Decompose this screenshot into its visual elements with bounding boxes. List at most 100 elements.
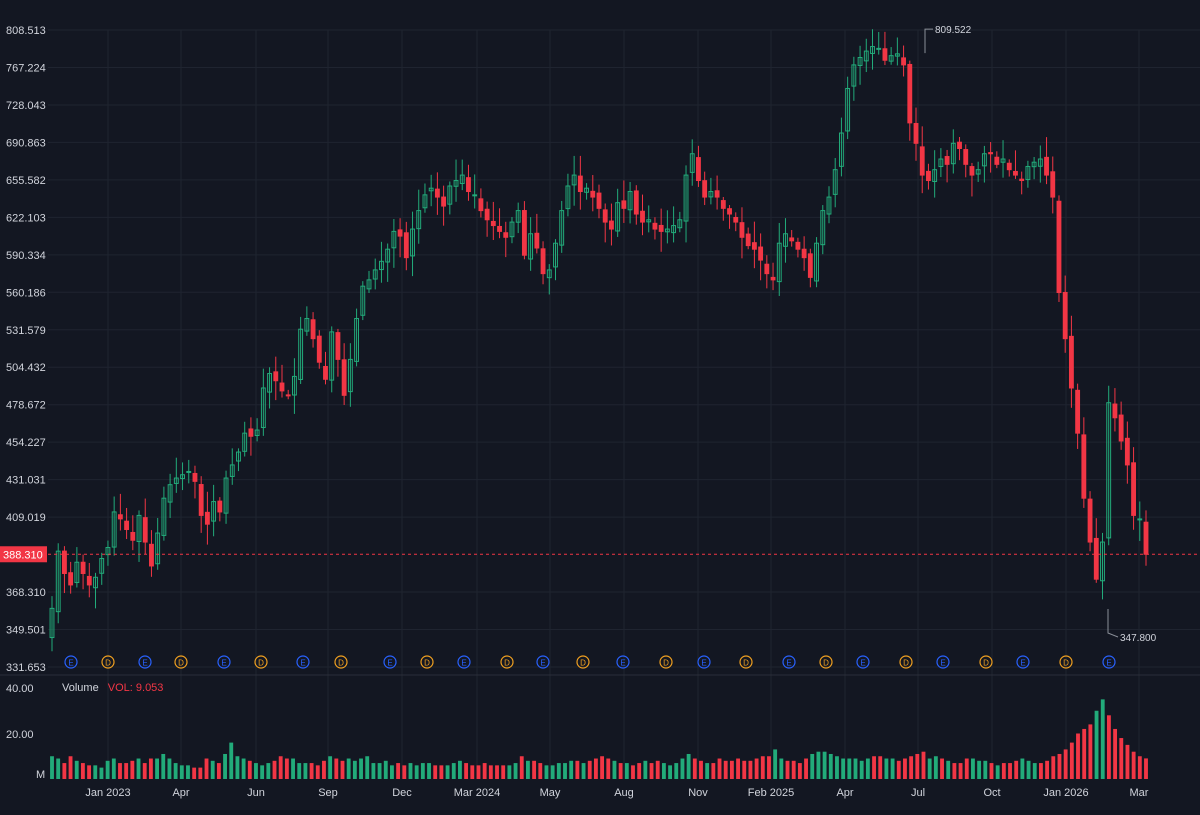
- candle-body-90: [609, 220, 614, 230]
- candle-142: [932, 150, 938, 198]
- event-marker-17[interactable]: D: [739, 655, 753, 669]
- candle-body-71: [490, 220, 496, 227]
- volume-bar-170: [1100, 699, 1105, 779]
- event-marker-20[interactable]: E: [856, 655, 870, 669]
- volume-bar-45: [328, 756, 333, 779]
- candle-86: [584, 183, 589, 200]
- candle-64: [447, 181, 453, 215]
- volume-bar-143: [933, 756, 938, 779]
- candle-55: [391, 219, 397, 268]
- event-marker-11[interactable]: D: [500, 655, 514, 669]
- candle-81: [553, 239, 558, 281]
- candle-145: [950, 129, 956, 174]
- event-marker-24[interactable]: E: [1016, 655, 1030, 669]
- event-circle-18: [782, 655, 796, 669]
- volume-bar-76: [519, 756, 524, 779]
- volume-bar-167: [1082, 728, 1087, 779]
- event-marker-2[interactable]: E: [138, 655, 152, 669]
- candle-8: [99, 552, 105, 585]
- candle-body-17: [155, 532, 161, 565]
- event-circle-22: [936, 655, 950, 669]
- candle-body-22: [186, 470, 192, 473]
- candle-60: [422, 183, 428, 213]
- event-marker-7[interactable]: D: [334, 655, 348, 669]
- candle-140: [919, 126, 925, 194]
- event-letter-5: D: [258, 659, 264, 668]
- volume-tick-0: 40.00: [6, 683, 34, 695]
- candle-20: [173, 457, 179, 493]
- event-marker-1[interactable]: D: [101, 655, 115, 669]
- candle-77: [528, 217, 534, 271]
- candle-body-89: [602, 209, 608, 223]
- volume-bar-121: [797, 763, 802, 779]
- candle-body-58: [410, 228, 415, 257]
- candle-body-16: [149, 543, 154, 567]
- candle-161: [1050, 156, 1056, 214]
- event-marker-14[interactable]: E: [616, 655, 630, 669]
- event-marker-0[interactable]: E: [64, 655, 78, 669]
- event-marker-9[interactable]: D: [420, 655, 434, 669]
- last-price-label: 388.310: [3, 549, 43, 561]
- candle-121: [801, 236, 807, 271]
- candle-body-20: [173, 477, 179, 484]
- candle-27: [217, 497, 223, 522]
- candle-132: [870, 29, 875, 70]
- event-marker-25[interactable]: D: [1059, 655, 1073, 669]
- event-marker-12[interactable]: E: [536, 655, 550, 669]
- volume-bars: 40.00 20.00 M: [0, 674, 1200, 781]
- event-marker-13[interactable]: D: [576, 655, 590, 669]
- volume-bar-9: [105, 760, 110, 779]
- candle-31: [242, 421, 248, 457]
- candle-143: [938, 148, 944, 178]
- candle-body-74: [509, 221, 515, 238]
- volume-bar-32: [247, 760, 252, 779]
- event-marker-10[interactable]: E: [457, 655, 471, 669]
- volume-bar-107: [711, 763, 716, 779]
- candle-body-135: [888, 55, 894, 62]
- event-marker-21[interactable]: D: [899, 655, 913, 669]
- event-marker-8[interactable]: E: [383, 655, 397, 669]
- event-circle-11: [500, 655, 514, 669]
- event-marker-22[interactable]: E: [936, 655, 950, 669]
- candle-body-102: [683, 174, 689, 222]
- event-marker-18[interactable]: E: [782, 655, 796, 669]
- volume-bar-58: [408, 763, 413, 779]
- candle-body-37: [279, 382, 285, 392]
- volume-bar-155: [1008, 763, 1012, 779]
- event-letter-23: D: [983, 659, 989, 668]
- time-tick-7: Aug: [614, 787, 634, 799]
- volume-bar-65: [451, 763, 456, 779]
- candle-body-41: [304, 318, 310, 332]
- candle-body-67: [466, 177, 471, 193]
- candle-body-63: [441, 196, 447, 207]
- volume-bar-142: [927, 758, 932, 779]
- event-marker-19[interactable]: D: [819, 655, 833, 669]
- candle-19: [167, 473, 173, 518]
- event-marker-6[interactable]: E: [296, 655, 310, 669]
- event-marker-23[interactable]: D: [979, 655, 993, 669]
- event-letter-18: E: [786, 659, 791, 668]
- event-marker-5[interactable]: D: [254, 655, 268, 669]
- candle-38: [285, 389, 291, 400]
- candle-97: [652, 217, 658, 240]
- volume-bar-28: [223, 753, 227, 779]
- volume-bar-79: [538, 763, 543, 779]
- candle-5: [80, 554, 86, 590]
- candle-112: [745, 227, 751, 250]
- candle-body-111: [739, 222, 745, 238]
- event-marker-16[interactable]: E: [697, 655, 711, 669]
- event-marker-3[interactable]: D: [174, 655, 188, 669]
- candle-body-156: [1019, 178, 1025, 182]
- candle-body-34: [260, 387, 266, 429]
- candle-body-29: [229, 464, 235, 477]
- volume-bar-110: [729, 760, 734, 779]
- event-letter-6: E: [300, 659, 305, 668]
- volume-bar-98: [655, 760, 660, 779]
- candle-52: [372, 258, 378, 290]
- event-marker-15[interactable]: D: [659, 655, 673, 669]
- candle-body-173: [1124, 437, 1130, 466]
- candle-body-25: [204, 511, 210, 525]
- event-marker-26[interactable]: E: [1102, 655, 1116, 669]
- event-marker-4[interactable]: E: [217, 655, 231, 669]
